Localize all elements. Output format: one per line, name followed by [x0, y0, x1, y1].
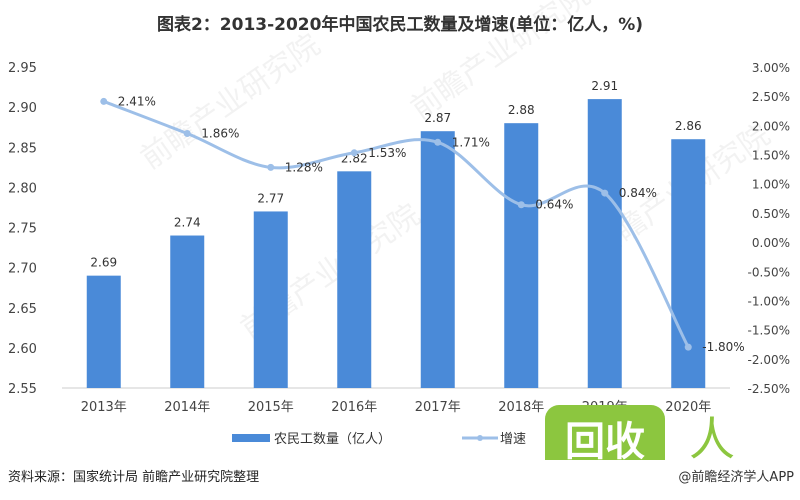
- logo-mark: 回收: [565, 419, 645, 460]
- line-data-label: 0.64%: [535, 198, 573, 212]
- right-tick-label: -2.50%: [748, 382, 790, 396]
- right-tick-label: 2.50%: [752, 90, 790, 104]
- left-tick-label: 2.85: [8, 141, 37, 156]
- source-note: 资料来源：国家统计局 前瞻产业研究院整理: [8, 470, 260, 485]
- watermark-text: 前瞻产业研究院: [405, 0, 597, 127]
- bar: [170, 235, 205, 388]
- right-tick-label: 2.00%: [752, 119, 790, 133]
- x-tick-label: 2020年: [665, 400, 711, 415]
- left-tick-label: 2.65: [8, 302, 37, 317]
- line-data-label: 2.41%: [118, 94, 156, 108]
- right-tick-label: 0.50%: [752, 207, 790, 221]
- growth-point: [684, 343, 692, 351]
- bar-data-label: 2.87: [424, 111, 451, 125]
- bar: [337, 171, 372, 388]
- bar-data-label: 2.91: [591, 79, 618, 93]
- logo-badge: [545, 405, 665, 460]
- right-tick-label: -0.50%: [748, 265, 790, 279]
- left-tick-label: 2.75: [8, 222, 37, 237]
- line-data-label: 0.84%: [619, 186, 657, 200]
- chart-svg: 2.95 2.90 2.85 2.80 2.75 2.70 2.65 2.60 2.55 3.00…: [8, 0, 790, 460]
- left-tick-label: 2.55: [8, 382, 37, 397]
- legend-line-marker: [477, 435, 483, 441]
- bar-data-label: 2.74: [174, 216, 201, 230]
- legend-line-label: 增速: [500, 432, 526, 447]
- line-data-label: 1.28%: [285, 160, 323, 174]
- right-tick-label: 1.00%: [752, 178, 790, 192]
- x-tick-label: 2016年: [331, 400, 377, 415]
- growth-point: [434, 138, 442, 146]
- left-tick-label: 2.95: [8, 61, 37, 76]
- x-tick-label: 2014年: [164, 400, 210, 415]
- x-tick-label: 2013年: [81, 400, 127, 415]
- growth-point: [183, 130, 191, 138]
- legend-bar-swatch: [232, 434, 270, 442]
- right-tick-label: 3.00%: [752, 61, 790, 75]
- left-tick-label: 2.80: [8, 181, 37, 196]
- bar-data-label: 2.88: [508, 103, 535, 117]
- right-tick-label: 1.50%: [752, 149, 790, 163]
- x-tick-label: 2017年: [415, 400, 461, 415]
- left-tick-label: 2.60: [8, 342, 37, 357]
- logo-mark: 人: [689, 412, 735, 460]
- bar: [420, 131, 455, 388]
- right-tick-label: 0.00%: [752, 236, 790, 250]
- right-tick-label: -2.00%: [748, 353, 790, 367]
- line-data-label: -1.80%: [702, 340, 744, 354]
- chart-title: 图表2：2013-2020年中国农民工数量及增速(单位：亿人，%): [156, 15, 644, 35]
- bar: [86, 275, 121, 388]
- bar-data-label: 2.86: [675, 119, 702, 133]
- credit-note: @前瞻经济学人APP: [678, 470, 794, 485]
- growth-point: [267, 163, 275, 171]
- growth-point: [100, 97, 108, 105]
- bar-data-label: 2.77: [257, 191, 284, 205]
- growth-point: [601, 189, 609, 197]
- bar-data-label: 2.69: [90, 256, 117, 270]
- bar: [671, 139, 706, 388]
- growth-point: [517, 201, 525, 209]
- right-tick-label: -1.50%: [748, 324, 790, 338]
- line-data-label: 1.53%: [368, 146, 406, 160]
- x-tick-label: 2018年: [498, 400, 544, 415]
- right-tick-label: -1.00%: [748, 294, 790, 308]
- bar: [253, 211, 288, 388]
- legend-bar-label: 农民工数量（亿人）: [274, 432, 391, 447]
- left-tick-label: 2.90: [8, 101, 37, 116]
- line-data-label: 1.86%: [201, 127, 239, 141]
- growth-point: [350, 149, 358, 157]
- bar: [587, 99, 622, 388]
- left-tick-label: 2.70: [8, 262, 37, 277]
- bar: [504, 123, 539, 389]
- line-data-label: 1.71%: [452, 135, 490, 149]
- x-tick-label: 2015年: [248, 400, 294, 415]
